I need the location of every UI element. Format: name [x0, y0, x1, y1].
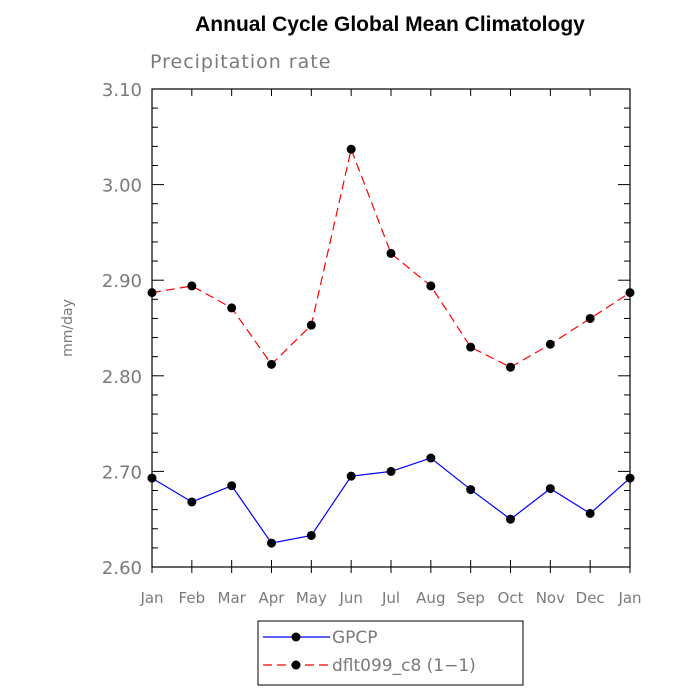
data-point-dflt099: [585, 313, 595, 323]
data-point-gpcp: [426, 453, 436, 463]
y-tick-label: 2.60: [102, 558, 142, 579]
y-axis-label: mm/day: [60, 299, 76, 357]
data-point-dflt099: [386, 248, 396, 258]
legend-label-dflt099: dflt099_c8 (1−1): [332, 656, 476, 676]
data-point-gpcp: [227, 481, 237, 491]
axis-ticks: [151, 88, 631, 573]
plot-frame: [151, 88, 631, 568]
data-point-dflt099: [227, 303, 237, 313]
data-point-gpcp: [466, 485, 476, 495]
legend-marker-gpcp: [291, 632, 301, 642]
chart-title: Annual Cycle Global Mean Climatology: [195, 13, 585, 36]
x-tick-label: May: [296, 589, 327, 607]
x-tick-label: Apr: [259, 589, 286, 607]
data-point-gpcp: [506, 514, 515, 524]
data-point-gpcp: [346, 471, 356, 481]
legend-box: [257, 620, 524, 686]
chart-subtitle: Precipitation rate: [150, 51, 331, 73]
series-lines: [147, 144, 635, 548]
data-point-gpcp: [545, 484, 555, 494]
x-tick-label: Mar: [218, 589, 247, 607]
y-tick-label: 3.00: [102, 176, 142, 197]
data-point-gpcp: [625, 473, 635, 483]
y-tick-label: 3.10: [102, 80, 142, 101]
data-point-dflt099: [625, 288, 635, 298]
data-point-dflt099: [426, 281, 436, 291]
x-tick-label: Jan: [139, 589, 163, 607]
data-point-dflt099: [545, 339, 555, 349]
x-tick-label: Oct: [498, 589, 524, 607]
x-tick-label: Dec: [576, 589, 605, 607]
data-point-dflt099: [346, 144, 356, 154]
data-point-dflt099: [506, 362, 515, 372]
x-tick-label: Feb: [179, 589, 206, 607]
data-point-dflt099: [466, 342, 476, 352]
data-point-gpcp: [187, 497, 197, 507]
legend-label-gpcp: GPCP: [332, 628, 378, 648]
x-tick-label: Sep: [457, 589, 485, 607]
data-point-gpcp: [147, 473, 157, 483]
x-tick-labels: Jan Feb Mar Apr May Jun Jul Aug Sep Oct Nov Dec Jan: [139, 589, 641, 607]
data-point-gpcp: [585, 508, 595, 518]
x-tick-label: Jul: [381, 589, 400, 607]
y-tick-label: 2.90: [102, 271, 142, 292]
y-tick-label: 2.70: [102, 462, 142, 483]
x-tick-label: Aug: [416, 589, 445, 607]
data-point-dflt099: [306, 320, 316, 330]
x-tick-label: Jun: [338, 589, 362, 607]
data-point-gpcp: [267, 538, 276, 548]
legend: GPCP dflt099_c8 (1−1): [257, 620, 524, 686]
data-point-dflt099: [187, 281, 197, 291]
y-tick-labels: 2.60 2.70 2.80 2.90 3.00 3.10: [102, 80, 142, 579]
series-line-dflt099: [151, 147, 631, 368]
legend-marker-dflt099: [291, 660, 301, 670]
y-tick-label: 2.80: [102, 367, 142, 388]
x-tick-label: Nov: [536, 589, 565, 607]
data-point-dflt099: [267, 359, 276, 369]
data-point-dflt099: [147, 288, 157, 298]
data-point-gpcp: [306, 530, 316, 540]
data-point-gpcp: [386, 466, 396, 476]
x-tick-label: Jan: [617, 589, 641, 607]
